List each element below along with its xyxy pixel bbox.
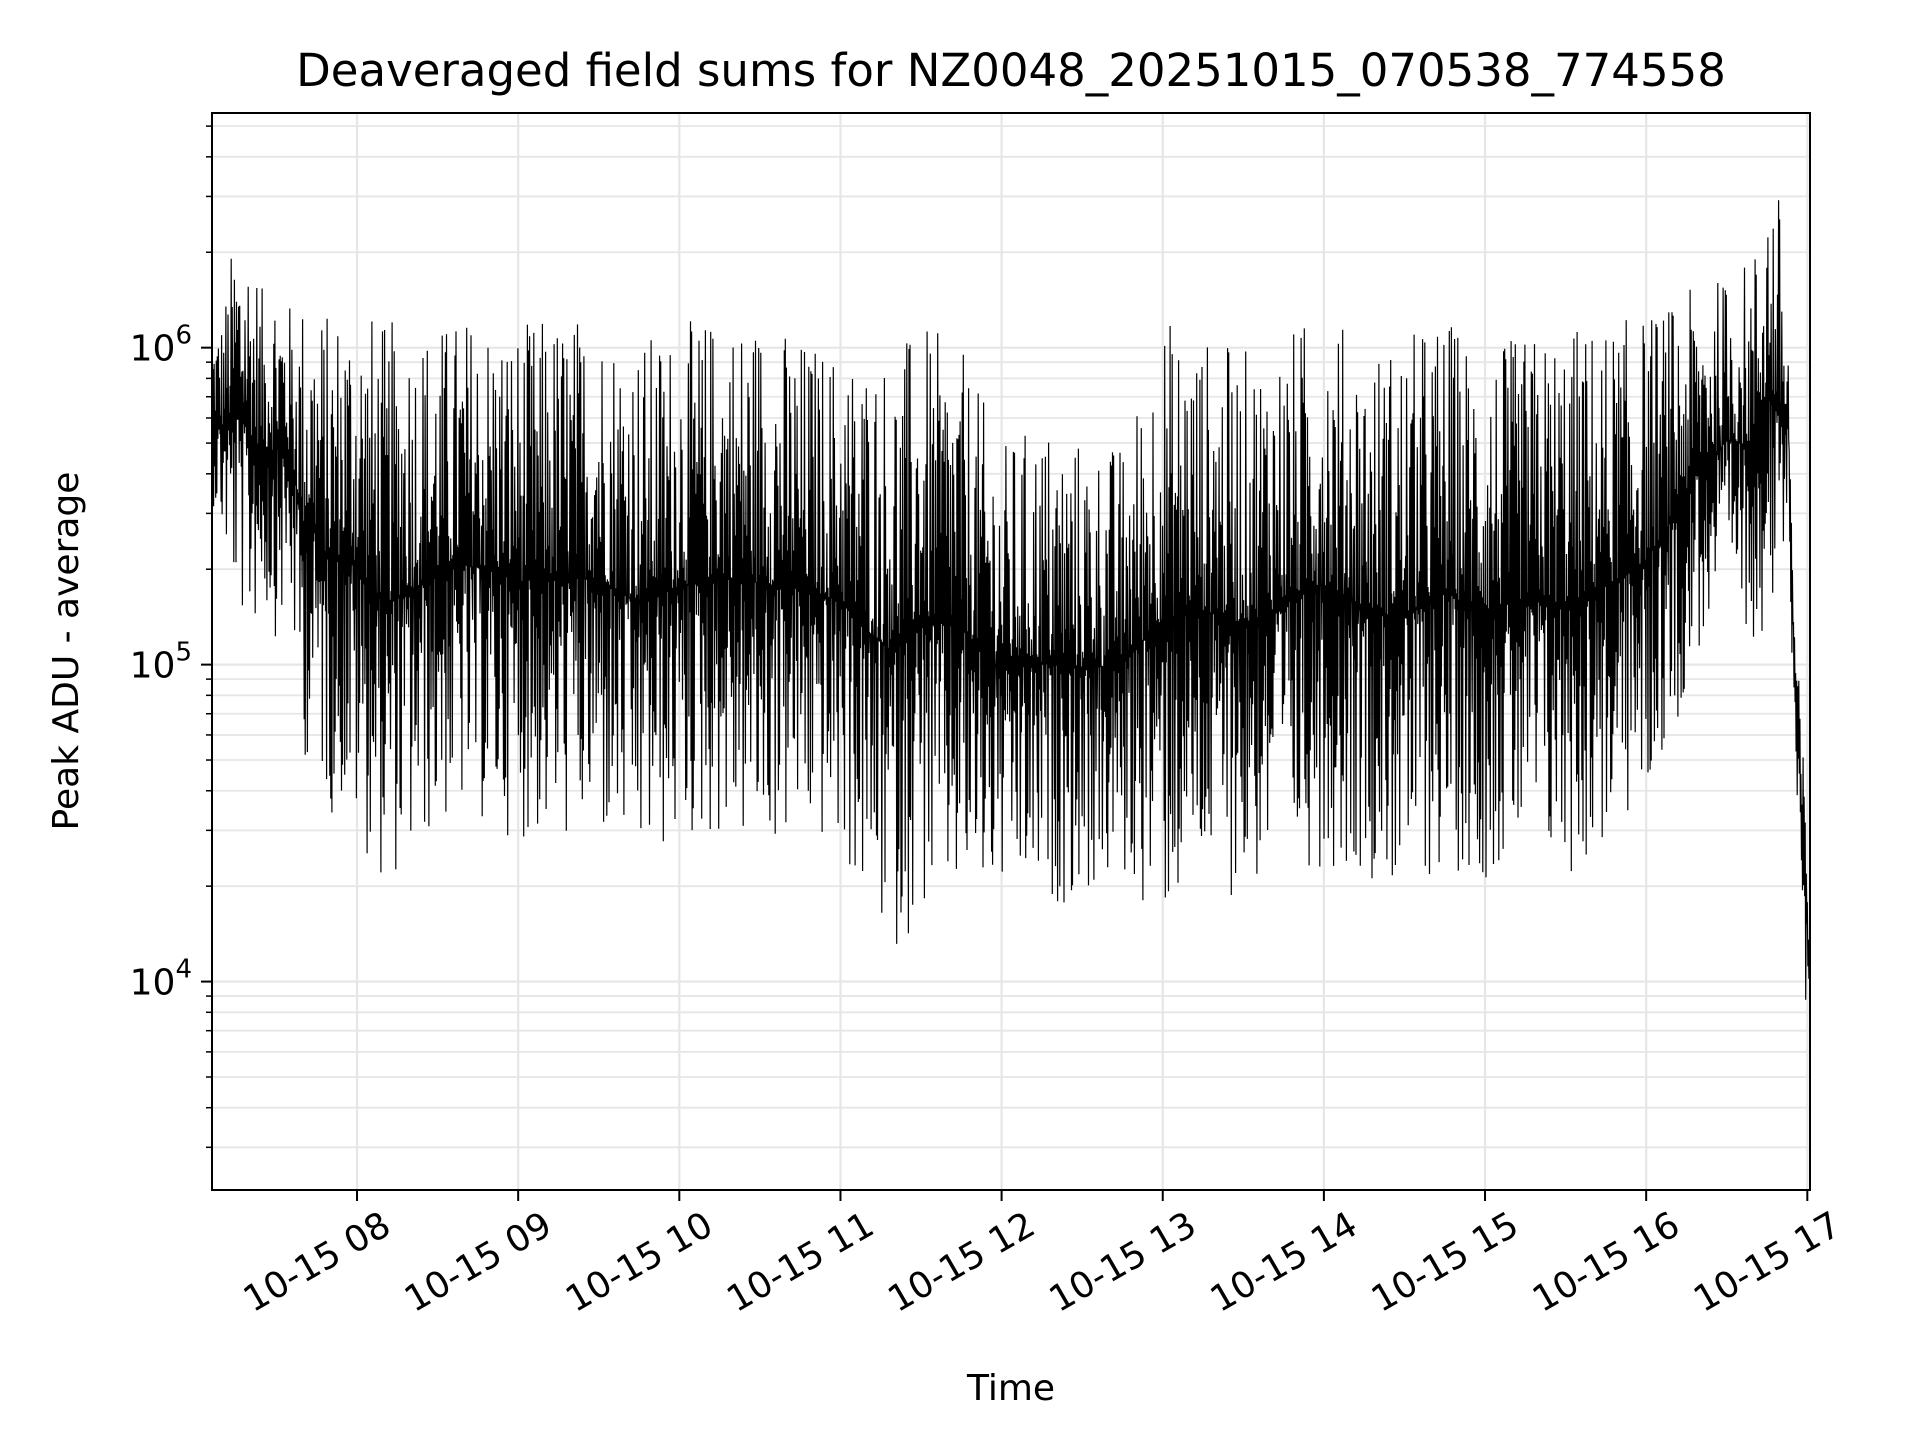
y-tick-base: 10 xyxy=(130,963,176,1004)
chart-title: Deaveraged field sums for NZ0048_2025101… xyxy=(296,44,1726,97)
x-axis-label: Time xyxy=(966,1368,1055,1409)
y-tick-base: 10 xyxy=(130,646,176,687)
y-tick-label: 106 xyxy=(130,321,192,370)
y-tick-label: 104 xyxy=(130,955,192,1004)
data-series xyxy=(211,200,1811,1001)
series-line xyxy=(211,200,1811,1001)
y-tick-exponent: 5 xyxy=(175,638,192,668)
plot-area-frame xyxy=(211,112,1811,1191)
y-tick-base: 10 xyxy=(130,329,176,370)
y-tick-label: 105 xyxy=(130,638,192,687)
grid-lines xyxy=(212,113,1810,1190)
y-tick-exponent: 4 xyxy=(175,955,192,985)
y-axis-label: Peak ADU - average xyxy=(46,472,87,831)
y-tick-exponent: 6 xyxy=(175,321,192,351)
